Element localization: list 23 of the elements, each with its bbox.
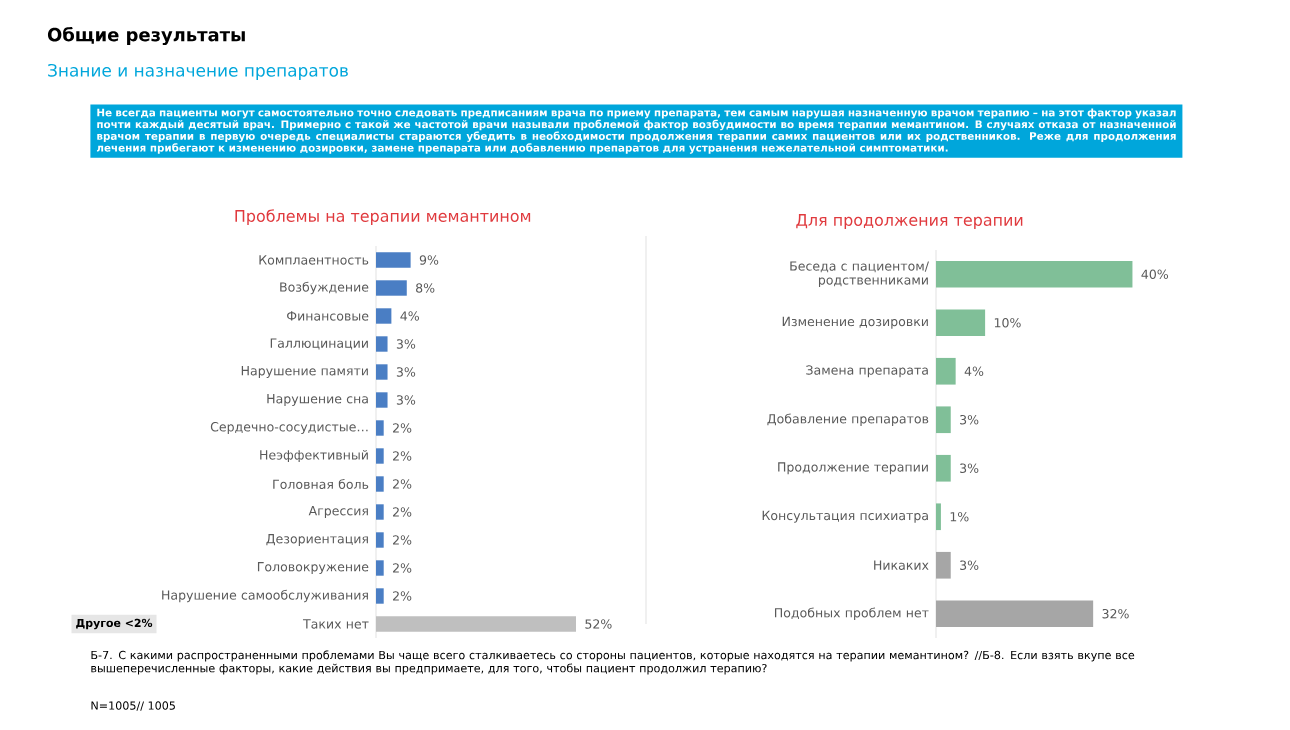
bar bbox=[936, 600, 1094, 628]
bar bbox=[376, 336, 388, 352]
bar bbox=[936, 551, 951, 579]
bar bbox=[936, 454, 951, 482]
bar bbox=[376, 616, 576, 632]
bar bbox=[936, 260, 1133, 288]
bar bbox=[376, 252, 411, 268]
bar bbox=[936, 357, 956, 385]
bar bbox=[376, 560, 384, 576]
text: Знание и назначение препаратов bbox=[48, 63, 348, 81]
bar bbox=[376, 420, 384, 436]
bar bbox=[376, 280, 407, 296]
text: Общие результаты bbox=[47, 26, 245, 46]
bar bbox=[376, 392, 388, 408]
bar bbox=[936, 309, 986, 337]
bar bbox=[376, 364, 388, 380]
bar bbox=[376, 448, 384, 464]
bar bbox=[936, 406, 951, 434]
bar bbox=[376, 532, 384, 548]
bar bbox=[376, 504, 384, 520]
bar bbox=[376, 308, 392, 324]
bar bbox=[376, 476, 384, 492]
bar bbox=[376, 588, 384, 604]
